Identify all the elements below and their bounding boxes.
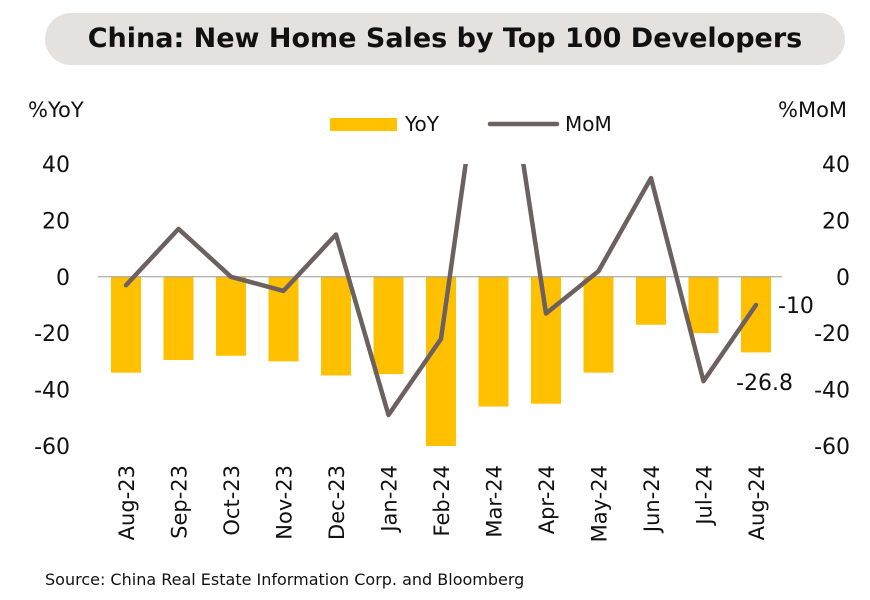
axis-ticks: 40 20 0 -20 -40 -60 40 20 0 -20 -40 -60 xyxy=(34,153,850,460)
yoy-bar-Aug-24 xyxy=(741,276,771,353)
title-banner: China: New Home Sales by Top 100 Develop… xyxy=(45,13,845,65)
x-tick-Mar-24: Mar-24 xyxy=(483,465,507,538)
chart-title: China: New Home Sales by Top 100 Develop… xyxy=(87,23,803,54)
x-tick-Feb-24: Feb-24 xyxy=(430,465,454,536)
yoy-bar-Oct-23 xyxy=(216,276,246,356)
y-left-tick: 40 xyxy=(42,153,70,178)
x-axis-labels: Aug-23 Sep-23 Oct-23 Nov-23 Dec-23 Jan-24 Feb-… xyxy=(115,465,769,542)
x-tick-Sep-23: Sep-23 xyxy=(168,465,192,539)
x-tick-Oct-23: Oct-23 xyxy=(220,465,244,536)
yoy-bar-Jan-24 xyxy=(373,276,404,375)
y-left-tick: -20 xyxy=(34,322,70,347)
x-tick-Jun-24: Jun-24 xyxy=(640,465,664,534)
y-left-tick: 20 xyxy=(42,209,70,234)
source-note: Source: China Real Estate Information Co… xyxy=(45,570,525,589)
yoy-bar-Apr-24 xyxy=(531,276,561,404)
y-right-axis-label: %MoM xyxy=(778,98,848,122)
y-right-tick: 0 xyxy=(836,266,850,291)
annotation-mom-last: -10 xyxy=(778,294,814,319)
x-tick-Aug-24: Aug-24 xyxy=(745,465,769,540)
x-tick-Aug-23: Aug-23 xyxy=(115,465,139,540)
yoy-bar-May-24 xyxy=(583,276,614,373)
y-right-tick: -20 xyxy=(814,322,850,347)
annotation-yoy-last: -26.8 xyxy=(736,371,793,396)
yoy-bar-Mar-24 xyxy=(478,276,509,407)
legend-swatch-yoy xyxy=(330,118,397,131)
y-right-tick: -60 xyxy=(814,435,850,460)
yoy-bar-Dec-23 xyxy=(321,276,351,376)
y-left-tick: 0 xyxy=(56,266,70,291)
x-tick-Nov-23: Nov-23 xyxy=(273,465,297,540)
legend: YoY MoM xyxy=(330,112,612,136)
legend-label-mom: MoM xyxy=(565,112,612,136)
legend-label-yoy: YoY xyxy=(404,112,440,136)
y-left-tick: -40 xyxy=(34,379,70,404)
x-tick-Dec-23: Dec-23 xyxy=(325,465,349,540)
yoy-bar-Jun-24 xyxy=(636,276,666,325)
yoy-bar-Jul-24 xyxy=(688,276,719,334)
y-left-tick: -60 xyxy=(34,435,70,460)
x-tick-May-24: May-24 xyxy=(588,465,612,542)
yoy-bar-Sep-23 xyxy=(163,276,194,360)
y-right-tick: 20 xyxy=(822,209,850,234)
x-tick-Apr-24: Apr-24 xyxy=(535,465,559,534)
yoy-bar-Aug-23 xyxy=(111,276,141,373)
yoy-bar-Feb-24 xyxy=(426,276,456,446)
y-right-tick: -40 xyxy=(814,379,850,404)
y-left-axis-label: %YoY xyxy=(28,98,84,122)
y-right-tick: 40 xyxy=(822,153,850,178)
annotations: -10 -26.8 xyxy=(736,294,814,396)
x-tick-Jan-24: Jan-24 xyxy=(378,465,402,534)
yoy-bars xyxy=(111,276,771,446)
x-tick-Jul-24: Jul-24 xyxy=(693,465,717,527)
mom-line-group xyxy=(123,164,759,418)
